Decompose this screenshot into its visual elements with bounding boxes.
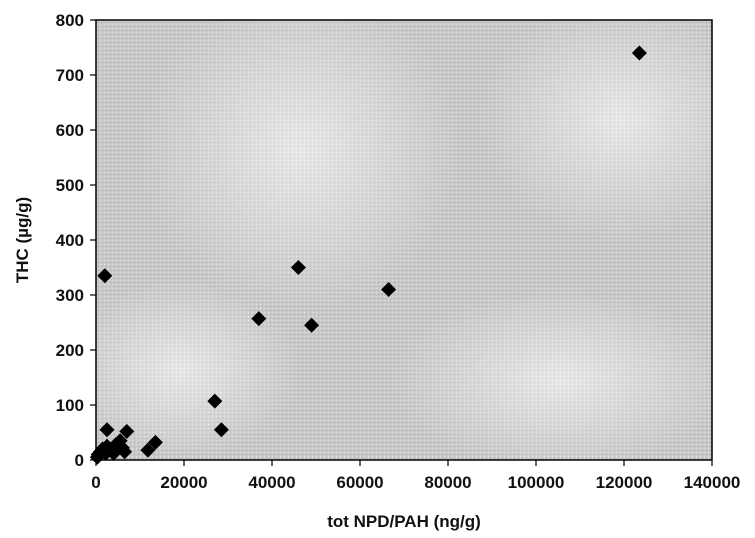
y-tick-label: 400 <box>56 231 84 250</box>
y-tick-label: 100 <box>56 396 84 415</box>
data-point <box>106 445 122 461</box>
x-tick-label: 60000 <box>336 473 383 492</box>
x-tick-label: 100000 <box>508 473 565 492</box>
y-tick-label: 0 <box>75 451 84 470</box>
data-point <box>147 434 163 450</box>
data-point <box>213 422 229 438</box>
background-highlight <box>140 0 460 310</box>
plot-area <box>60 0 755 470</box>
y-axis: 0 100 200 300 400 500 600 700 800 <box>56 11 96 470</box>
background-highlight <box>480 0 755 240</box>
y-tick-label: 500 <box>56 176 84 195</box>
y-tick-label: 200 <box>56 341 84 360</box>
data-point <box>119 423 135 439</box>
data-points <box>89 45 647 465</box>
data-point <box>117 444 133 460</box>
x-axis-title: tot NPD/PAH (ng/g) <box>327 512 481 531</box>
y-axis-title: THC (µg/g) <box>13 197 32 283</box>
x-tick-label: 40000 <box>248 473 295 492</box>
y-tick-label: 600 <box>56 121 84 140</box>
background-highlight <box>60 280 300 460</box>
data-point <box>140 442 156 458</box>
y-tick-label: 300 <box>56 286 84 305</box>
x-tick-label: 80000 <box>424 473 471 492</box>
x-tick-label: 120000 <box>596 473 653 492</box>
x-axis: 0 20000 40000 60000 80000 100000 120000 140000 <box>91 460 740 492</box>
data-point <box>290 260 306 275</box>
data-point <box>631 45 647 61</box>
data-point <box>97 268 113 284</box>
x-tick-label: 140000 <box>684 473 741 492</box>
x-tick-label: 0 <box>91 473 100 492</box>
data-point <box>381 282 397 297</box>
data-point <box>251 311 267 327</box>
data-point <box>99 422 115 438</box>
x-tick-label: 20000 <box>160 473 207 492</box>
y-tick-label: 700 <box>56 66 84 85</box>
data-point <box>304 317 320 333</box>
data-point <box>207 393 223 409</box>
y-tick-label: 800 <box>56 11 84 30</box>
background-highlight <box>390 290 730 470</box>
data-point <box>98 445 114 461</box>
